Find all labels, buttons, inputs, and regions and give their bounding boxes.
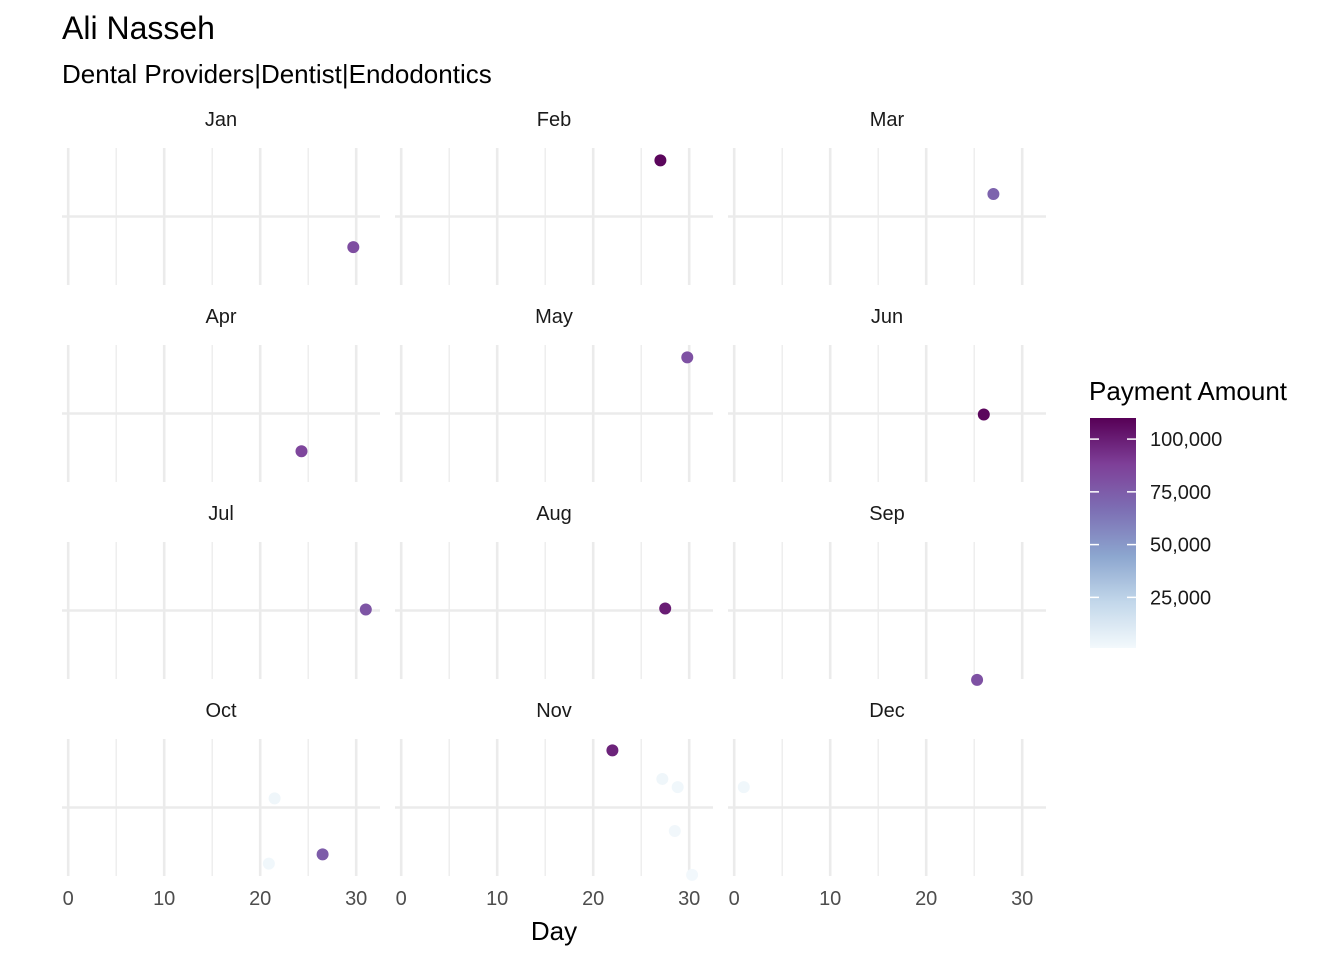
facet-strip-label: Jun [871,306,903,328]
legend-tick-label: 25,000 [1150,587,1211,609]
x-tick-label: 10 [819,888,841,910]
legend-color-bar [1090,418,1136,648]
facet-panel-feb: Feb [395,109,713,285]
color-legend: Payment Amount 100,000 75,000 50,000 25,000 [1089,376,1288,648]
x-tick-label: 0 [729,888,740,910]
x-tick-label: 10 [486,888,508,910]
facet-panel-sep: Sep [728,503,1046,686]
x-tick-label: 20 [582,888,604,910]
x-tick-label: 0 [396,888,407,910]
data-point [686,868,699,881]
facet-panel-nov: Nov [395,700,713,881]
facet-panel-jun: Jun [728,306,1046,482]
chart-title: Ali Nasseh [62,10,215,46]
facet-panel-jan: Jan [62,109,380,285]
facet-strip-label: Jan [205,109,237,131]
x-tick-label: 30 [1011,888,1033,910]
x-axis-title: Day [531,916,577,946]
data-point [606,744,619,757]
facet-panel-mar: Mar [728,109,1046,285]
facet-strip-label: Jul [208,503,234,525]
legend-tick-label: 100,000 [1150,429,1222,451]
x-tick-label: 0 [63,888,74,910]
data-point [262,857,275,870]
facet-panel-dec: Dec [728,700,1046,876]
facet-strip-label: Dec [869,700,905,722]
x-tick-label: 30 [345,888,367,910]
data-point [671,781,684,794]
x-tick-label: 20 [249,888,271,910]
facet-panel-jul: Jul [62,503,380,679]
facet-panel-oct: Oct [62,700,380,876]
x-axis-labels: 0 10 20 30 0 10 20 30 0 10 20 30 [63,888,1034,910]
data-point [659,602,672,615]
facet-panel-apr: Apr [62,306,380,482]
data-point [359,603,372,616]
data-point [295,445,308,458]
facet-panel-may: May [395,306,713,482]
legend-tick-label: 50,000 [1150,535,1211,557]
facet-strip-label: Oct [205,700,237,722]
data-point [977,408,990,421]
facet-strip-label: May [535,306,573,328]
facet-strip-label: Mar [870,109,905,131]
facet-strip-label: Nov [536,700,572,722]
data-point [987,188,1000,201]
x-tick-label: 30 [678,888,700,910]
data-point [347,241,360,254]
data-point [668,824,681,837]
chart-subtitle: Dental Providers|Dentist|Endodontics [62,59,492,89]
data-point [971,673,984,686]
legend-title: Payment Amount [1089,376,1288,406]
data-point [656,772,669,785]
facet-strip-label: Apr [205,306,236,328]
facet-strip-label: Feb [537,109,571,131]
data-point [737,781,750,794]
data-point [681,351,694,364]
facet-strip-label: Aug [536,503,572,525]
data-point [654,154,667,167]
legend-tick-label: 75,000 [1150,482,1211,504]
facet-panel-aug: Aug [395,503,713,679]
facet-panels: Jan Feb Mar Apr May Jun Jul Aug Sep Oct Nov Dec [62,109,1046,881]
facet-strip-label: Sep [869,503,905,525]
x-tick-label: 10 [153,888,175,910]
data-point [268,792,281,805]
x-tick-label: 20 [915,888,937,910]
data-point [316,848,329,861]
